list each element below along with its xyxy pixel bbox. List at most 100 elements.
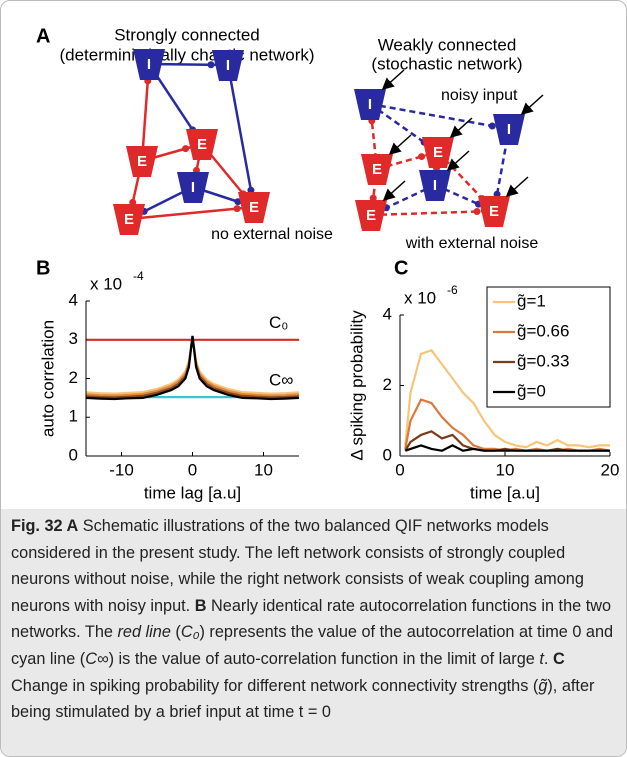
synapse (473, 208, 481, 216)
network-subtitle: (stochastic network) (371, 54, 522, 73)
connection (370, 209, 495, 217)
caption-text: Schematic illustrations of the two balan… (11, 517, 584, 615)
x-axis-label: time lag [a.u] (144, 483, 241, 502)
caption-text: ) represents the value of the autocorrel… (11, 623, 614, 668)
panel-label: C (394, 257, 408, 279)
noise-arrow (520, 94, 544, 116)
series-line (85, 336, 300, 397)
legend-label: g̃=0.66 (517, 321, 569, 340)
neuron-label: E (124, 211, 134, 228)
neuron-label: E (433, 144, 443, 161)
x-tick-label: 10 (254, 460, 273, 479)
network-subtitle: (deterministically chaotic network) (59, 45, 314, 64)
neuron (354, 89, 386, 120)
series-line (404, 444, 610, 452)
caption-text: Nearly identical rate autocorrelation fu… (11, 596, 612, 642)
caption: Fig. 32 A Schematic illustrations of the… (1, 509, 626, 756)
y-tick-label: 4 (383, 304, 392, 323)
caption-text: g̃ (538, 676, 548, 695)
series-line (85, 336, 300, 399)
network-note: no external noise (211, 226, 333, 243)
network-title: Weakly connected (378, 35, 517, 54)
y-tick-label: 4 (69, 290, 78, 309)
neuron (478, 196, 510, 227)
connection (226, 64, 256, 208)
x-tick-label: -10 (109, 460, 134, 479)
neuron (177, 172, 209, 203)
synapse (418, 153, 426, 161)
annotation: C₀ (269, 313, 288, 332)
y-axis-label: Δ spiking probability (347, 310, 366, 461)
series-line (85, 337, 300, 395)
x-tick-label: 0 (395, 460, 404, 479)
legend-label: g̃=0 (517, 381, 546, 400)
synapse (207, 61, 215, 69)
connection (148, 62, 229, 67)
noise-arrow (388, 134, 412, 156)
caption-text: t (539, 649, 544, 668)
neuron (238, 192, 270, 223)
synapse (182, 145, 190, 153)
neuron-label: E (197, 136, 207, 153)
noise-arrow (449, 117, 473, 139)
y-axis-label: auto correlation (38, 320, 57, 437)
x-tick-label: 20 (601, 460, 620, 479)
caption-text: . (543, 649, 553, 668)
legend-label: g̃=1 (517, 291, 546, 310)
synapse (233, 205, 241, 213)
input-label: noisy input (441, 87, 518, 104)
synapse (369, 194, 377, 202)
noise-arrow (381, 69, 405, 91)
y-multiplier: x 10 (404, 288, 436, 307)
caption-text: ( (170, 623, 181, 642)
connection (128, 205, 255, 221)
neuron-label: I (147, 56, 151, 73)
network-note: with external noise (405, 235, 539, 252)
neuron-label: I (433, 177, 437, 194)
caption-text: ), after being stimulated by a brief inp… (11, 676, 595, 722)
synapse (234, 198, 242, 206)
caption-text: Fig. 32 (11, 517, 63, 535)
neuron-label: I (191, 179, 195, 196)
neuron (133, 49, 165, 80)
neuron-label: I (368, 96, 372, 113)
x-axis-label: time [a.u] (470, 483, 540, 502)
y-tick-label: 0 (69, 445, 78, 464)
caption-text: B (194, 596, 207, 615)
series-line (85, 335, 300, 401)
neuron (186, 129, 218, 160)
caption-text: C∞ (85, 649, 109, 668)
neuron-label: I (507, 121, 511, 138)
connection (369, 102, 439, 154)
y-tick-label: 3 (69, 329, 78, 348)
annotation: C∞ (269, 371, 293, 390)
series-line (404, 430, 610, 452)
caption-text: C₀ (180, 623, 200, 642)
neuron (361, 154, 393, 185)
caption-text: Change in spiking probability for differ… (11, 676, 539, 695)
caption-text: C (552, 649, 565, 668)
y-multiplier-exponent: -4 (133, 269, 144, 283)
y-multiplier: x 10 (90, 274, 122, 293)
connection (369, 102, 510, 131)
panel-label: B (36, 257, 50, 279)
neuron-label: E (249, 199, 259, 216)
neuron-label: E (366, 207, 376, 224)
neuron (419, 170, 451, 201)
caption-text: red line (117, 623, 171, 642)
caption-text: ) is the value of auto-correlation funct… (108, 649, 540, 668)
panel-label: A (36, 25, 50, 47)
neuron (113, 204, 145, 235)
x-tick-label: 0 (188, 460, 197, 479)
y-tick-label: 0 (383, 445, 392, 464)
noise-arrow (505, 176, 529, 198)
synapse (488, 122, 496, 130)
legend-label: g̃=0.33 (517, 351, 569, 370)
neuron-label: I (226, 57, 230, 74)
y-tick-label: 2 (69, 368, 78, 387)
neuron (422, 137, 454, 168)
neuron (355, 200, 387, 231)
network-title: Strongly connected (114, 25, 260, 44)
caption-text: A (62, 517, 79, 535)
